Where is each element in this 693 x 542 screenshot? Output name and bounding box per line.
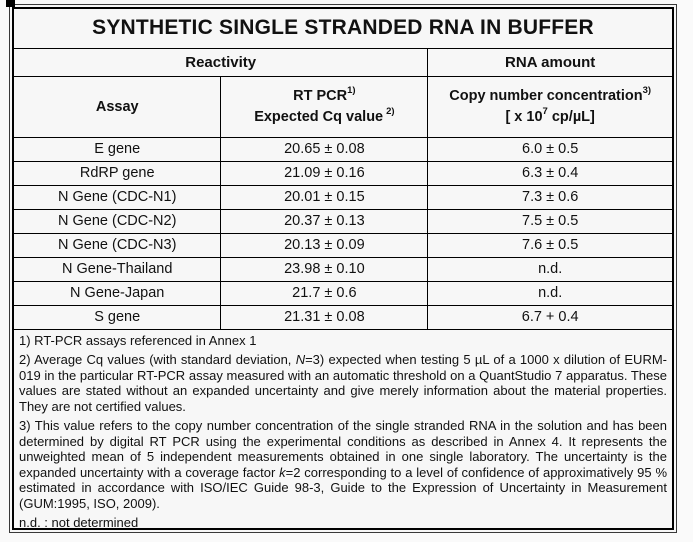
footnotes-cell: 1) RT-PCR assays referenced in Annex 1 2… — [12, 328, 674, 530]
title-row: SYNTHETIC SINGLE STRANDED RNA IN BUFFER — [12, 7, 674, 49]
copy-number-cell: 7.3 ± 0.6 — [427, 184, 674, 210]
table-row: N Gene-Japan 21.7 ± 0.6 n.d. — [12, 280, 674, 306]
assay-cell: E gene — [12, 136, 222, 162]
exponent-7: 7 — [542, 106, 548, 118]
expected-cq-label: Expected Cq value — [254, 109, 384, 125]
footnotes-row: 1) RT-PCR assays referenced in Annex 1 2… — [12, 328, 674, 530]
unit-suffix: cp/µL] — [547, 109, 595, 125]
footnote-1: 1) RT-PCR assays referenced in Annex 1 — [19, 332, 257, 348]
cq-value-cell: 21.31 ± 0.08 — [220, 304, 429, 330]
footnote-3-text-cont: =2 corresponding to a level of confidenc… — [19, 464, 667, 511]
table-row: S gene 21.31 ± 0.08 6.7 + 0.4 — [12, 304, 674, 330]
table-row: N Gene (CDC-N2) 20.37 ± 0.13 7.5 ± 0.5 — [12, 208, 674, 234]
copy-number-cell: 6.7 + 0.4 — [427, 304, 674, 330]
assay-cell: N Gene (CDC-N3) — [12, 232, 222, 258]
assay-cell: RdRP gene — [12, 160, 222, 186]
cq-value-cell: 21.09 ± 0.16 — [220, 160, 429, 186]
column-header-assay: Assay — [12, 75, 222, 138]
copy-number-header-line2: [ x 107 cp/µL] — [429, 106, 672, 125]
footnote-2-italic-n: N — [295, 352, 306, 367]
cq-value-cell: 20.13 ± 0.09 — [220, 232, 429, 258]
cq-value-cell: 20.01 ± 0.15 — [220, 184, 429, 210]
corner-mark-icon — [6, 0, 15, 7]
footnote-ref-2: 2) — [386, 106, 395, 118]
nd-legend: n.d. : not determined — [19, 515, 139, 527]
footnote-3-italic-k: k — [279, 464, 286, 480]
cq-value-cell: 23.98 ± 0.10 — [220, 256, 429, 282]
column-header-copy-number: Copy number concentration3) [ x 107 cp/µ… — [427, 75, 674, 138]
assay-cell: N Gene (CDC-N1) — [12, 184, 222, 210]
column-header-rt-pcr: RT PCR1) Expected Cq value 2) — [220, 75, 429, 138]
group-header-reactivity: Reactivity — [12, 47, 429, 77]
assay-cell: N Gene (CDC-N2) — [12, 208, 222, 234]
copy-number-label: Copy number concentration — [449, 88, 643, 104]
table-row: N Gene-Thailand 23.98 ± 0.10 n.d. — [12, 256, 674, 282]
assay-cell: S gene — [12, 304, 222, 330]
rna-buffer-table: SYNTHETIC SINGLE STRANDED RNA IN BUFFER … — [12, 7, 674, 530]
assay-cell: N Gene-Thailand — [12, 256, 222, 282]
group-header-rna-amount: RNA amount — [427, 47, 674, 77]
footnote-3-text: 3) This value refers to the copy number … — [19, 418, 667, 480]
unit-prefix: [ x 10 — [505, 109, 543, 125]
rt-pcr-header-line2: Expected Cq value 2) — [222, 106, 427, 125]
footnote-2-text: 2) Average Cq values (with standard devi… — [19, 352, 296, 367]
footnote-ref-3: 3) — [642, 85, 652, 97]
assay-header-label: Assay — [95, 98, 139, 115]
table-row: RdRP gene 21.09 ± 0.16 6.3 ± 0.4 — [12, 160, 674, 186]
page-title: SYNTHETIC SINGLE STRANDED RNA IN BUFFER — [12, 7, 674, 49]
footnote-ref-1: 1) — [347, 85, 356, 97]
footnotes: 1) RT-PCR assays referenced in Annex 1 2… — [14, 330, 672, 527]
group-header-row: Reactivity RNA amount — [12, 47, 674, 77]
copy-number-cell: 7.6 ± 0.5 — [427, 232, 674, 258]
copy-number-cell: 6.3 ± 0.4 — [427, 160, 674, 186]
footnote-2-text-cont: =3) expected when testing 5 µL of a 1000… — [19, 352, 667, 414]
assay-cell: N Gene-Japan — [12, 280, 222, 306]
table-row: E gene 20.65 ± 0.08 6.0 ± 0.5 — [12, 136, 674, 162]
rt-pcr-header-line1: RT PCR1) — [222, 85, 427, 104]
copy-number-cell: n.d. — [427, 280, 674, 306]
footnote-2: 2) Average Cq values (with standard devi… — [19, 352, 667, 414]
cq-value-cell: 20.65 ± 0.08 — [220, 136, 429, 162]
copy-number-cell: 6.0 ± 0.5 — [427, 136, 674, 162]
cq-value-cell: 20.37 ± 0.13 — [220, 208, 429, 234]
copy-number-cell: n.d. — [427, 256, 674, 282]
column-header-row: Assay RT PCR1) Expected Cq value 2) Copy … — [12, 75, 674, 138]
copy-number-cell: 7.5 ± 0.5 — [427, 208, 674, 234]
table-row: N Gene (CDC-N3) 20.13 ± 0.09 7.6 ± 0.5 — [12, 232, 674, 258]
cq-value-cell: 21.7 ± 0.6 — [220, 280, 429, 306]
rt-pcr-label: RT PCR — [293, 88, 348, 104]
table-row: N Gene (CDC-N1) 20.01 ± 0.15 7.3 ± 0.6 — [12, 184, 674, 210]
footnote-3: 3) This value refers to the copy number … — [19, 418, 667, 511]
table-sheet: SYNTHETIC SINGLE STRANDED RNA IN BUFFER … — [9, 4, 677, 533]
copy-number-header-line1: Copy number concentration3) — [429, 85, 672, 104]
